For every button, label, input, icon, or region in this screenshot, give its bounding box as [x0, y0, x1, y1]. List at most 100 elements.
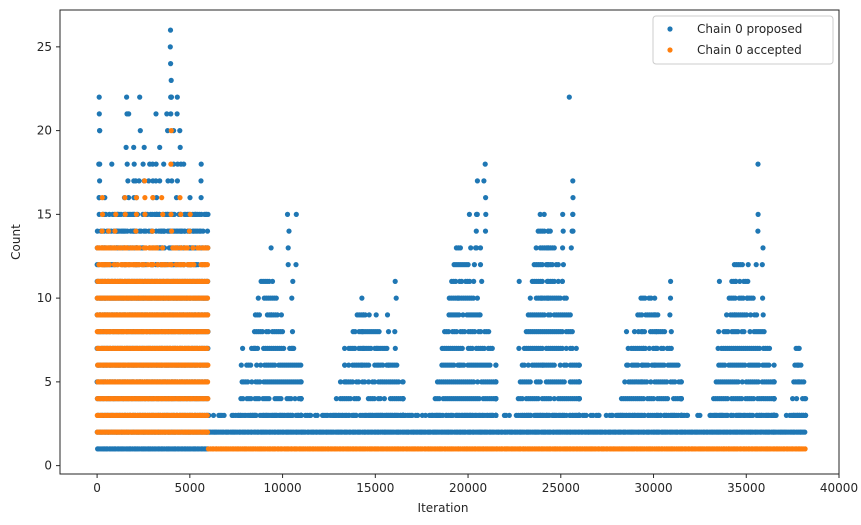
proposed-point — [722, 362, 728, 368]
proposed-point — [742, 362, 748, 368]
proposed-point — [541, 211, 547, 217]
proposed-point — [754, 312, 760, 318]
proposed-point — [652, 295, 658, 301]
proposed-point — [343, 379, 349, 385]
proposed-point — [540, 362, 546, 368]
proposed-point — [474, 295, 480, 301]
accepted-point — [154, 245, 160, 251]
proposed-point — [635, 412, 641, 418]
accepted-point — [204, 345, 210, 351]
proposed-point — [493, 379, 499, 385]
proposed-point — [560, 245, 566, 251]
proposed-point — [796, 345, 802, 351]
proposed-point — [265, 329, 272, 335]
proposed-point — [124, 161, 130, 167]
legend-label-accepted: Chain 0 accepted — [697, 43, 802, 57]
proposed-point — [544, 278, 550, 284]
proposed-point — [255, 295, 261, 301]
proposed-point — [456, 412, 462, 418]
proposed-point — [298, 362, 304, 368]
plot-frame — [59, 9, 840, 475]
proposed-point — [570, 211, 576, 217]
accepted-point — [205, 396, 211, 402]
proposed-point — [739, 379, 745, 385]
proposed-point — [481, 178, 487, 184]
proposed-point — [748, 312, 754, 318]
proposed-point — [455, 295, 461, 301]
proposed-point — [568, 245, 574, 251]
accepted-point — [106, 262, 112, 268]
proposed-point — [140, 161, 146, 167]
y-axis: 0 5 10 15 20 25 — [37, 40, 60, 473]
proposed-point — [362, 379, 368, 385]
proposed-point — [642, 295, 648, 301]
proposed-point — [766, 345, 773, 351]
proposed-point — [279, 329, 286, 335]
proposed-point — [381, 396, 387, 402]
proposed-point — [440, 412, 446, 418]
proposed-point — [462, 329, 468, 335]
proposed-point — [161, 228, 167, 234]
proposed-point — [653, 329, 660, 335]
proposed-point — [273, 295, 279, 301]
legend-marker-accepted — [667, 47, 673, 53]
proposed-point — [157, 144, 163, 150]
accepted-point — [122, 195, 128, 201]
proposed-point — [624, 362, 630, 368]
proposed-point — [672, 379, 678, 385]
proposed-point — [557, 362, 563, 368]
proposed-point — [801, 379, 807, 385]
proposed-point — [756, 362, 762, 368]
accepted-point — [99, 228, 105, 234]
proposed-point — [549, 262, 555, 268]
proposed-point — [715, 345, 721, 351]
proposed-point — [415, 412, 421, 418]
proposed-point — [459, 345, 465, 351]
proposed-point — [648, 379, 654, 385]
proposed-point — [478, 329, 484, 335]
proposed-point — [538, 295, 545, 301]
proposed-point — [646, 345, 652, 351]
proposed-point — [635, 362, 641, 368]
proposed-point — [198, 195, 204, 201]
proposed-point — [97, 161, 103, 167]
proposed-point — [298, 379, 304, 385]
proposed-point — [474, 211, 480, 217]
proposed-point — [352, 329, 358, 335]
proposed-point — [400, 412, 406, 418]
proposed-point — [761, 329, 767, 335]
proposed-point — [131, 144, 137, 150]
proposed-point — [551, 396, 557, 402]
proposed-point — [377, 396, 383, 402]
proposed-point — [569, 345, 575, 351]
proposed-point — [394, 362, 400, 368]
accepted-point — [184, 245, 190, 251]
proposed-point — [366, 312, 372, 318]
proposed-point — [748, 412, 754, 418]
accepted-point — [204, 429, 211, 435]
accepted-point — [100, 262, 106, 268]
proposed-point — [481, 345, 487, 351]
proposed-point — [609, 412, 616, 418]
proposed-point — [298, 396, 304, 402]
proposed-point — [541, 228, 547, 234]
proposed-point — [750, 295, 756, 301]
proposed-point — [794, 396, 800, 402]
accepted-point — [174, 245, 180, 251]
accepted-point — [141, 262, 147, 268]
proposed-point — [506, 412, 512, 418]
proposed-point — [625, 345, 631, 351]
proposed-point — [760, 312, 766, 318]
proposed-point — [652, 312, 658, 318]
proposed-point — [198, 161, 204, 167]
proposed-point — [566, 94, 572, 100]
accepted-point — [197, 245, 203, 251]
accepted-point — [204, 295, 211, 301]
proposed-point — [521, 362, 527, 368]
proposed-point — [735, 329, 741, 335]
accepted-point — [168, 262, 174, 268]
y-tick-label: 20 — [37, 124, 52, 138]
proposed-point — [569, 329, 575, 335]
proposed-point — [292, 396, 298, 402]
proposed-point — [266, 396, 272, 402]
